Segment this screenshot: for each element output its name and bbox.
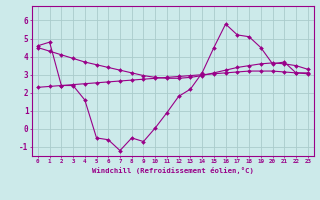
X-axis label: Windchill (Refroidissement éolien,°C): Windchill (Refroidissement éolien,°C): [92, 167, 254, 174]
